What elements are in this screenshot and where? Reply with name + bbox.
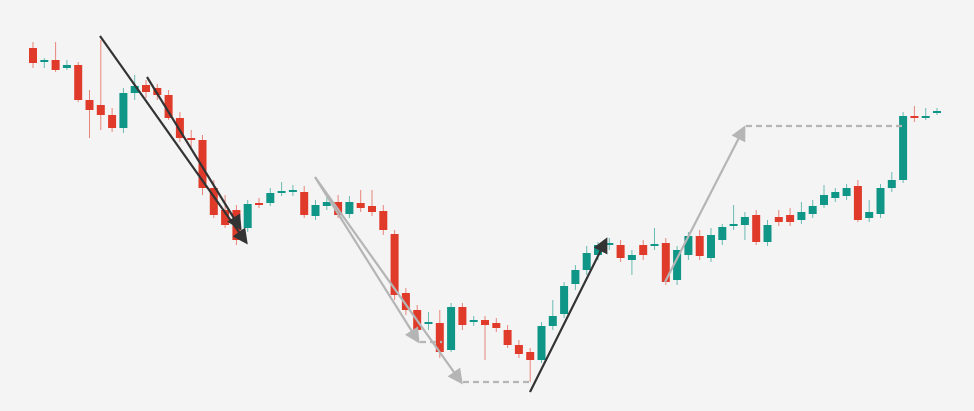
candle-body: [740, 217, 749, 225]
candle-body: [311, 205, 320, 216]
candle-body: [255, 203, 263, 205]
candle-body: [605, 243, 614, 245]
candle-body: [661, 243, 670, 282]
candle-body: [108, 115, 117, 128]
candle-body: [865, 212, 874, 218]
trend-arrow: [314, 176, 420, 344]
candle-body: [786, 215, 795, 222]
trend-arrow: [146, 76, 242, 231]
candle-body: [209, 188, 218, 215]
candle-body: [96, 105, 105, 115]
candle-body: [718, 227, 727, 240]
candle-body: [164, 95, 173, 118]
candle-body: [910, 116, 919, 118]
trend-arrow: [99, 35, 248, 245]
candle-body: [673, 250, 682, 280]
candle-body: [752, 215, 761, 242]
annotations: [99, 35, 905, 393]
candle-body: [153, 88, 162, 95]
candle-body: [130, 86, 139, 93]
candles: [29, 40, 941, 382]
candle-body: [401, 293, 410, 310]
candle-body: [537, 326, 546, 360]
candle-body: [729, 224, 738, 226]
candle-body: [707, 235, 715, 258]
candle-body: [300, 192, 309, 215]
candle-body: [571, 270, 580, 284]
candle-body: [368, 206, 376, 212]
candle-body: [40, 60, 49, 62]
candle-body: [514, 345, 523, 354]
candle-body: [51, 60, 60, 70]
candle-body: [29, 48, 37, 63]
candle-body: [650, 244, 659, 246]
candle-body: [526, 352, 535, 360]
candle-body: [187, 138, 196, 140]
candle-body: [684, 236, 693, 255]
candle-body: [243, 204, 252, 228]
candle-body: [808, 206, 817, 214]
candle-body: [876, 188, 885, 214]
trend-arrow: [664, 125, 746, 283]
candle-body: [266, 193, 275, 203]
candle-body: [695, 236, 704, 256]
candle-body: [345, 202, 354, 214]
candle-body: [921, 116, 930, 118]
candle-body: [842, 188, 851, 196]
candle-body: [356, 203, 365, 208]
candle-body: [481, 320, 489, 325]
candle-body: [277, 191, 286, 193]
candle-body: [458, 307, 467, 325]
candle-body: [763, 225, 772, 242]
candle-body: [639, 245, 648, 255]
candle-body: [322, 202, 331, 206]
candle-body: [221, 210, 230, 225]
candle-body: [119, 93, 128, 128]
candle-body: [774, 217, 783, 222]
candle-body: [933, 111, 941, 113]
candle-body: [503, 330, 512, 345]
candle-body: [616, 245, 625, 258]
candle-body: [175, 118, 184, 138]
candle-body: [424, 322, 433, 324]
candle-body: [198, 140, 207, 188]
candle-body: [560, 286, 569, 314]
candle-body: [62, 65, 71, 68]
candle-body: [820, 195, 828, 205]
trend-arrow: [314, 176, 463, 385]
candle-body: [379, 211, 388, 230]
candle-body: [853, 186, 862, 220]
candle-body: [899, 116, 908, 180]
candle-body: [492, 323, 501, 328]
candle-body: [74, 65, 83, 100]
candle-body: [142, 85, 150, 92]
candle-body: [797, 212, 806, 220]
candle-body: [548, 316, 557, 326]
candle-body: [288, 190, 297, 192]
candle-body: [582, 253, 591, 270]
candle-body: [627, 255, 636, 260]
candle-body: [390, 234, 399, 295]
candle-body: [887, 180, 896, 188]
trend-arrow: [529, 237, 608, 393]
candle-body: [469, 320, 478, 322]
candle-body: [447, 307, 456, 350]
candle-body: [831, 192, 840, 198]
candle-body: [85, 100, 94, 110]
candle-body: [435, 323, 444, 352]
